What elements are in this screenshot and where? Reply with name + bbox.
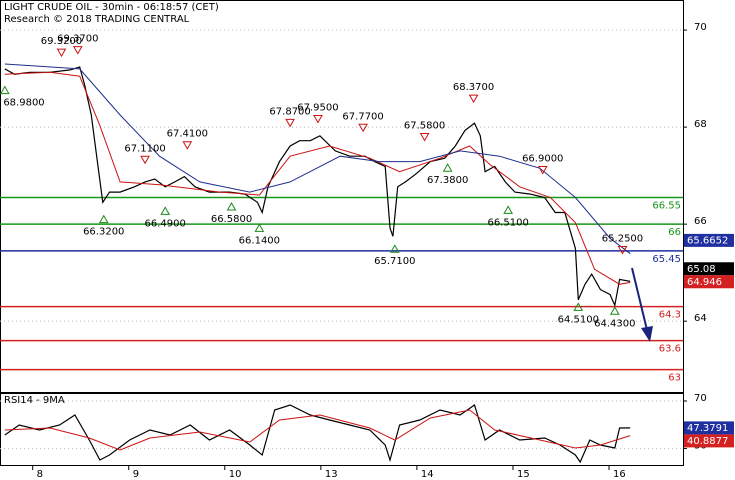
value-box-label: 65.6652 [687, 235, 728, 246]
value-box [684, 233, 734, 247]
high-marker [182, 141, 193, 150]
y-tick-label: 70 [694, 22, 707, 33]
series-line [4, 71, 631, 285]
x-tick-label: 8 [37, 469, 43, 480]
annotation-label: 67.3800 [427, 175, 468, 186]
annotation-label: 66.4900 [145, 218, 186, 229]
value-box [684, 421, 734, 435]
y-tick-label: 70 [694, 393, 707, 404]
annotation-label: 65.7100 [374, 256, 415, 267]
annotation-label: 69.3700 [57, 34, 98, 45]
y-tick-label: 66 [694, 216, 707, 227]
plot-layer: 64 66 68 70 66.55 66 65.45 64.3 63.6 63 69.320069.… [0, 22, 734, 480]
level-label: 66 [668, 227, 681, 238]
annotation-label: 66.1400 [239, 235, 280, 246]
chart-title: LIGHT CRUDE OIL - 30min - 06:18:57 (CET) [4, 2, 219, 13]
annotation-label: 67.9500 [297, 103, 338, 114]
value-box [684, 275, 734, 289]
value-box-label: 64.946 [687, 277, 722, 288]
value-box [684, 262, 734, 276]
annotation-label: 67.5800 [404, 120, 445, 131]
level-label: 63.6 [659, 344, 681, 355]
annotation-label: 66.3200 [83, 227, 124, 238]
annotation-label: 67.7700 [342, 111, 383, 122]
x-tick-label: 10 [229, 469, 242, 480]
rsi-panel-frame [0, 393, 684, 466]
high-marker [617, 246, 628, 255]
level-label: 63 [668, 373, 681, 384]
x-tick-label: 9 [133, 469, 139, 480]
annotation-label: 66.9000 [522, 153, 563, 164]
high-marker [313, 115, 323, 124]
low-marker [573, 302, 584, 311]
high-marker [285, 118, 295, 128]
low-marker [389, 244, 400, 253]
y-tick-label: 64 [694, 313, 707, 324]
price-panel-frame [0, 0, 684, 393]
high-marker [537, 165, 548, 175]
annotation-label: 64.4300 [594, 318, 635, 329]
x-tick-label: 13 [325, 469, 338, 480]
series-line [4, 409, 631, 451]
low-marker [0, 85, 10, 95]
value-box-label: 40.8877 [687, 436, 728, 447]
level-label: 65.45 [652, 254, 681, 265]
low-marker [254, 223, 265, 232]
value-box-label: 65.08 [687, 264, 716, 275]
annotation-label: 69.3200 [41, 36, 82, 47]
x-tick-label: 14 [421, 469, 434, 480]
high-marker [419, 132, 430, 142]
arrow-head [641, 326, 653, 342]
annotation-label: 67.8700 [269, 106, 310, 117]
annotation-label: 68.3700 [453, 82, 494, 93]
annotation-label: 66.5800 [211, 214, 252, 225]
low-marker [503, 205, 514, 214]
x-tick-label: 15 [517, 469, 530, 480]
high-marker [468, 94, 479, 104]
y-tick-label: 68 [694, 119, 707, 130]
annotation-label: 68.9800 [3, 98, 44, 109]
panel-title: RSI14 - 9MA [4, 395, 65, 406]
low-marker [98, 214, 109, 224]
high-marker [358, 123, 368, 133]
low-marker [609, 306, 620, 315]
annotation-label: 67.1100 [124, 143, 165, 154]
arrow-line [631, 267, 648, 331]
high-marker [56, 48, 67, 58]
forecast-arrow [631, 267, 653, 342]
low-marker [226, 201, 237, 211]
series-line [4, 404, 631, 464]
annotation-label: 67.4100 [167, 129, 208, 140]
x-tick-label: 16 [613, 469, 626, 480]
level-label: 64.3 [659, 310, 681, 321]
low-marker [160, 206, 171, 215]
high-marker [72, 46, 83, 55]
annotation-label: 64.5100 [558, 314, 599, 325]
chart-subtitle: Research © 2018 TRADING CENTRAL [4, 14, 190, 25]
low-marker [442, 163, 453, 172]
high-marker [140, 155, 150, 165]
value-box-label: 47.3791 [687, 423, 728, 434]
series-line [4, 63, 631, 255]
series-line [4, 66, 631, 308]
level-label: 66.55 [652, 200, 681, 211]
value-box [684, 434, 734, 448]
annotation-label: 66.5100 [487, 217, 528, 228]
annotation-label: 65.2500 [602, 234, 643, 245]
